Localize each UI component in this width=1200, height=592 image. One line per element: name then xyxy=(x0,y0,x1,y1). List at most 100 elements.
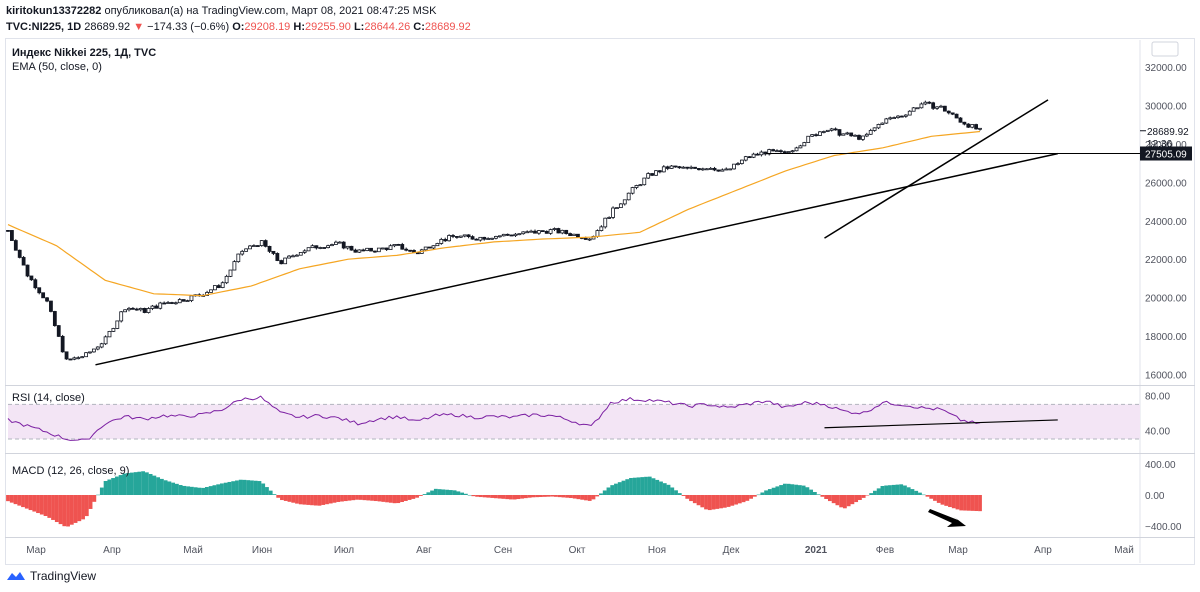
high-value: 29255.90 xyxy=(304,21,351,33)
macd-bar xyxy=(824,495,829,499)
candle-body xyxy=(618,203,623,209)
candle-body xyxy=(443,239,448,242)
candle-body xyxy=(29,275,34,281)
candle-body xyxy=(279,260,284,265)
macd-bar xyxy=(629,478,633,495)
macd-bar xyxy=(471,495,476,497)
candle-body xyxy=(486,238,491,240)
macd-bar xyxy=(99,487,104,495)
macd-bar xyxy=(242,479,247,495)
macd-bar xyxy=(418,495,423,496)
candle-body xyxy=(376,247,381,253)
candle-body xyxy=(298,252,303,256)
macd-bar xyxy=(205,487,209,495)
brand-label: TradingView xyxy=(30,569,97,583)
candle-body xyxy=(60,336,65,353)
macd-bar xyxy=(280,495,284,501)
candle-body xyxy=(185,300,190,303)
author-name[interactable]: kiritokun13372282 xyxy=(6,5,102,17)
macd-bar xyxy=(490,495,495,498)
candle-body xyxy=(103,336,108,345)
candle-body xyxy=(716,169,721,172)
macd-bar xyxy=(542,495,547,497)
candle-body xyxy=(220,282,225,288)
month-tick-label: Окт xyxy=(569,545,586,556)
candle-body xyxy=(322,247,327,249)
macd-bar xyxy=(392,495,397,504)
macd-bar xyxy=(396,495,401,504)
macd-bar xyxy=(587,495,592,501)
macd-bar xyxy=(576,495,581,500)
candle-body xyxy=(263,240,268,247)
macd-bar xyxy=(666,484,671,495)
macd-bar xyxy=(358,495,363,500)
candle-body xyxy=(431,245,436,249)
arrow-annotation-icon xyxy=(928,509,966,527)
macd-bar xyxy=(602,490,607,495)
macd-bar xyxy=(527,495,532,498)
candle-body xyxy=(318,247,323,249)
macd-bar xyxy=(212,485,217,495)
candle-body xyxy=(513,233,518,237)
macd-bar xyxy=(21,495,25,508)
macd-bar xyxy=(933,495,937,501)
candle-body xyxy=(384,247,389,250)
macd-bar xyxy=(523,495,528,499)
candle-body xyxy=(818,131,822,136)
candle-body xyxy=(849,132,854,137)
macd-bar xyxy=(478,495,483,498)
macd-bar xyxy=(966,495,971,511)
macd-bar xyxy=(674,490,678,495)
macd-bar xyxy=(208,486,213,495)
price-tick-label: 24000.00 xyxy=(1145,217,1187,228)
macd-bar xyxy=(174,483,179,495)
macd-bar xyxy=(835,495,840,506)
macd-bar xyxy=(906,487,911,495)
macd-bar xyxy=(6,495,10,502)
candle-body xyxy=(494,236,498,239)
macd-bar xyxy=(959,495,964,511)
candle-body xyxy=(138,307,143,311)
tradingview-logo-icon xyxy=(7,572,25,580)
candle-body xyxy=(248,245,252,250)
candle-body xyxy=(560,229,565,234)
macd-bar xyxy=(460,492,465,495)
candle-body xyxy=(583,237,588,240)
macd-bar xyxy=(876,488,881,495)
candle-body xyxy=(158,302,163,309)
candle-body xyxy=(872,127,877,131)
candle-body xyxy=(95,346,100,350)
macd-bar xyxy=(670,487,675,495)
macd-bar xyxy=(974,495,979,512)
candle-body xyxy=(935,106,939,109)
footer-brand[interactable]: TradingView xyxy=(6,569,96,583)
month-tick-label: Ноя xyxy=(648,545,666,556)
macd-bar xyxy=(343,495,348,502)
candle-body xyxy=(907,110,912,116)
macd-bar xyxy=(437,489,442,495)
change-value: −174.33 (−0.6%) xyxy=(147,21,230,33)
macd-bar xyxy=(47,495,52,518)
price-tick-label: 26000.00 xyxy=(1145,178,1187,189)
symbol-label[interactable]: TVC:NI225, 1D xyxy=(6,21,82,33)
candle-body xyxy=(64,351,69,360)
month-tick-label: 2021 xyxy=(805,545,828,556)
candle-body xyxy=(52,311,57,326)
candle-body xyxy=(131,307,135,310)
level-label-box xyxy=(1140,146,1192,161)
candle-body xyxy=(974,124,978,130)
macd-bar xyxy=(715,495,720,509)
macd-bar xyxy=(88,495,93,509)
macd-bar xyxy=(39,495,44,515)
macd-bar xyxy=(475,495,480,497)
candle-body xyxy=(829,128,834,131)
candle-body xyxy=(466,234,471,237)
last-price-label: 28689.92 xyxy=(1147,127,1189,138)
candle-body xyxy=(88,351,92,354)
macd-bar xyxy=(955,495,960,510)
candle-body xyxy=(634,185,639,188)
macd-bar xyxy=(497,495,502,499)
candle-body xyxy=(21,257,26,266)
macd-bar xyxy=(505,495,510,500)
